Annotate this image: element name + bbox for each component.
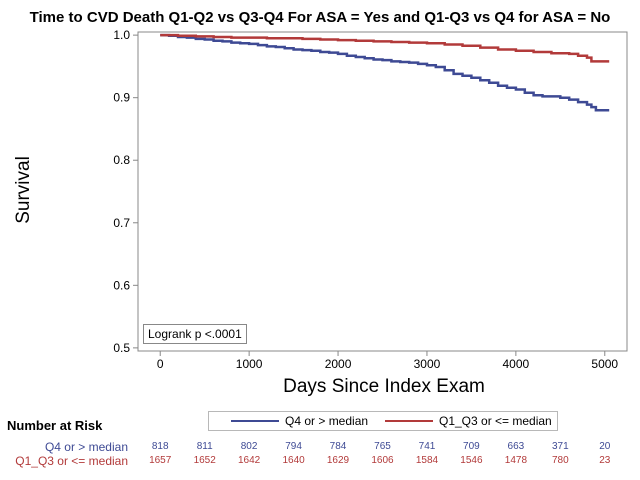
x-tick-label: 4000: [503, 357, 530, 371]
x-tick-label: 0: [157, 357, 164, 371]
plot-frame: [138, 32, 627, 351]
logrank-annotation: Logrank p <.0001: [143, 324, 247, 344]
y-tick-label: 0.7: [113, 216, 130, 230]
series-line-1: [160, 35, 609, 61]
legend: Q4 or > median Q1_Q3 or <= median: [208, 411, 558, 431]
risk-value: 780: [552, 455, 569, 466]
risk-value: 802: [241, 441, 258, 452]
risk-table-title: Number at Risk: [7, 418, 102, 433]
y-tick-label: 0.9: [113, 91, 130, 105]
legend-swatch-q4: [231, 420, 279, 423]
risk-value: 784: [330, 441, 347, 452]
y-tick-label: 0.6: [113, 278, 130, 292]
legend-item-q1q3: Q1_Q3 or <= median: [385, 414, 552, 428]
risk-value: 1546: [460, 455, 482, 466]
risk-value: 23: [599, 455, 610, 466]
risk-value: 1584: [416, 455, 438, 466]
risk-value: 818: [152, 441, 169, 452]
risk-value: 1652: [194, 455, 216, 466]
y-tick-label: 0.8: [113, 153, 130, 167]
legend-item-q4: Q4 or > median: [231, 414, 368, 428]
x-tick-label: 5000: [591, 357, 618, 371]
series-line-0: [160, 35, 609, 110]
x-tick-label: 3000: [414, 357, 441, 371]
risk-value: 1657: [149, 455, 171, 466]
y-tick-label: 1.0: [113, 28, 130, 42]
legend-label-q4: Q4 or > median: [285, 414, 368, 428]
risk-value: 1606: [371, 455, 393, 466]
risk-value: 1642: [238, 455, 260, 466]
x-axis-ticks: 0 1000 2000 3000 4000 5000: [157, 351, 619, 371]
risk-value: 811: [197, 441, 213, 452]
risk-value: 1629: [327, 455, 349, 466]
risk-value: 765: [374, 441, 391, 452]
x-axis-label: Days Since Index Exam: [283, 376, 485, 398]
risk-value: 1478: [505, 455, 527, 466]
legend-swatch-q1q3: [385, 420, 433, 423]
risk-value: 709: [463, 441, 480, 452]
x-tick-label: 1000: [236, 357, 263, 371]
risk-value: 1640: [282, 455, 304, 466]
risk-value: 20: [599, 441, 610, 452]
risk-row-label-q4: Q4 or > median: [0, 440, 128, 454]
risk-value: 741: [419, 441, 436, 452]
risk-value: 371: [552, 441, 569, 452]
x-tick-label: 2000: [325, 357, 352, 371]
y-axis-ticks: 0.5 0.6 0.7 0.8 0.9 1.0: [113, 28, 138, 355]
survival-curves: [160, 35, 609, 110]
y-tick-label: 0.5: [113, 341, 130, 355]
risk-value: 794: [285, 441, 302, 452]
legend-label-q1q3: Q1_Q3 or <= median: [439, 414, 552, 428]
risk-row-label-q1q3: Q1_Q3 or <= median: [0, 454, 128, 468]
risk-value: 663: [508, 441, 525, 452]
